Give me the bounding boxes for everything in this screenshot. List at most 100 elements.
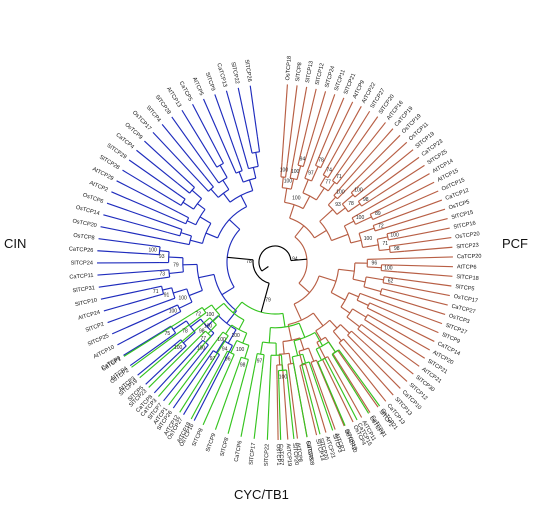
bootstrap-value: 100 — [354, 188, 363, 194]
bootstrap-value: 93 — [159, 254, 165, 260]
branch-cyc — [190, 360, 223, 420]
branch-cyc — [237, 357, 242, 367]
branch-cin — [244, 154, 250, 169]
branch-cyc — [215, 302, 225, 311]
branch-cyc — [238, 319, 245, 330]
branch-pcf — [307, 91, 327, 152]
branch-cyc — [227, 368, 247, 434]
branch-pcf — [380, 293, 393, 299]
arc-pcf — [388, 246, 391, 253]
branch-cyc — [324, 358, 330, 367]
branch-cin — [182, 176, 195, 188]
branch-pcf — [340, 116, 379, 170]
leaf-label: SlTCP20 — [291, 443, 299, 466]
branch-pcf — [333, 185, 343, 196]
branch-cin — [163, 355, 200, 402]
bootstrap-value-root: 94 — [292, 256, 298, 262]
branch-pcf — [403, 237, 452, 245]
arc-cin — [179, 229, 183, 237]
arc-pcf — [364, 314, 369, 320]
branch-pcf — [345, 122, 386, 174]
branch-pcf — [327, 370, 354, 423]
branch-cyc — [303, 374, 321, 435]
branch-pcf — [280, 162, 283, 177]
branch-cyc — [123, 313, 193, 357]
branch-cyc — [158, 346, 203, 397]
branch-pcf — [321, 359, 329, 371]
branch-cyc — [201, 335, 212, 347]
arc-cyc — [222, 331, 229, 337]
branch-pcf — [331, 168, 342, 182]
branch-pcf — [332, 330, 342, 342]
bootstrap-value: 98 — [199, 329, 205, 335]
branch-pcf — [351, 330, 365, 344]
branch-pcf — [403, 227, 450, 238]
branch-pcf — [372, 156, 420, 192]
arc-cyc — [231, 324, 247, 334]
branch-pcf — [382, 282, 398, 287]
bootstrap-value: 100 — [197, 345, 206, 351]
branch-cyc — [320, 370, 346, 426]
arc-cyc — [223, 302, 245, 321]
branch-pcf — [345, 361, 379, 408]
leaf-label: SlTCP8 — [220, 437, 231, 457]
branch-cin — [252, 167, 257, 179]
arc-cin — [251, 151, 260, 154]
bootstrap-value: 100 — [291, 169, 300, 175]
branch-pcf — [312, 312, 324, 327]
branch-cin — [190, 239, 203, 244]
leaf-label: CaTCP5 — [178, 81, 193, 103]
branch-pcf — [341, 128, 394, 187]
branch-pcf — [347, 203, 361, 213]
bootstrap-value: 100 — [336, 189, 345, 195]
bootstrap-value: 98 — [240, 362, 246, 368]
branch-cyc — [308, 361, 314, 373]
branch-pcf — [344, 220, 355, 227]
bootstrap-value: 98 — [363, 197, 369, 203]
arc-pcf — [357, 324, 362, 330]
branch-pcf — [340, 324, 350, 334]
branch-cin — [97, 250, 149, 255]
bootstrap-value: 100 — [384, 265, 393, 271]
branch-pcf — [281, 84, 288, 163]
arc-cin — [216, 162, 224, 168]
branch-pcf — [321, 97, 345, 150]
branch-pcf — [356, 299, 369, 306]
branch-pcf — [350, 239, 362, 244]
leaf-label: SlTCP12 — [315, 63, 326, 86]
arc-pcf — [386, 233, 389, 241]
clade-label-cin: CIN — [4, 236, 27, 251]
leaf-label: AtTCP10 — [93, 344, 116, 360]
branch-pcf — [338, 268, 355, 272]
branch-cin — [168, 304, 178, 310]
branch-cyc — [312, 371, 334, 431]
branch-cyc — [338, 349, 349, 363]
branch-cin — [249, 85, 258, 137]
leaf-label: OsTCP20 — [72, 218, 97, 229]
branch-cin — [172, 311, 182, 317]
branch-cyc — [298, 322, 306, 338]
branch-pcf — [366, 276, 384, 281]
leaf-label: OsTCP18 — [285, 56, 293, 81]
branch-pcf — [298, 351, 304, 366]
branch-cin — [172, 199, 182, 206]
leaf-label: CaTCP6 — [234, 440, 244, 462]
branch-cin — [160, 276, 170, 279]
bootstrap-value: 100 — [169, 309, 178, 315]
branch-pcf — [315, 359, 322, 371]
branch-pcf — [287, 364, 291, 381]
branch-cin — [236, 157, 243, 171]
leaf-label: SlTCP22 — [264, 444, 271, 467]
branch-cin — [190, 318, 201, 328]
branch-pcf — [335, 110, 371, 165]
branch-cin — [228, 219, 241, 230]
branch-cin — [210, 354, 221, 369]
branch-pcf — [386, 229, 403, 235]
leaf-label: SlTCP24 — [71, 260, 93, 266]
branch-pcf — [381, 288, 395, 293]
branch-cyc — [195, 312, 207, 321]
bootstrap-value: 96 — [225, 356, 231, 362]
branch-pcf — [362, 244, 379, 248]
branch-cin — [226, 310, 237, 324]
bootstrap-value: 73 — [159, 272, 165, 278]
